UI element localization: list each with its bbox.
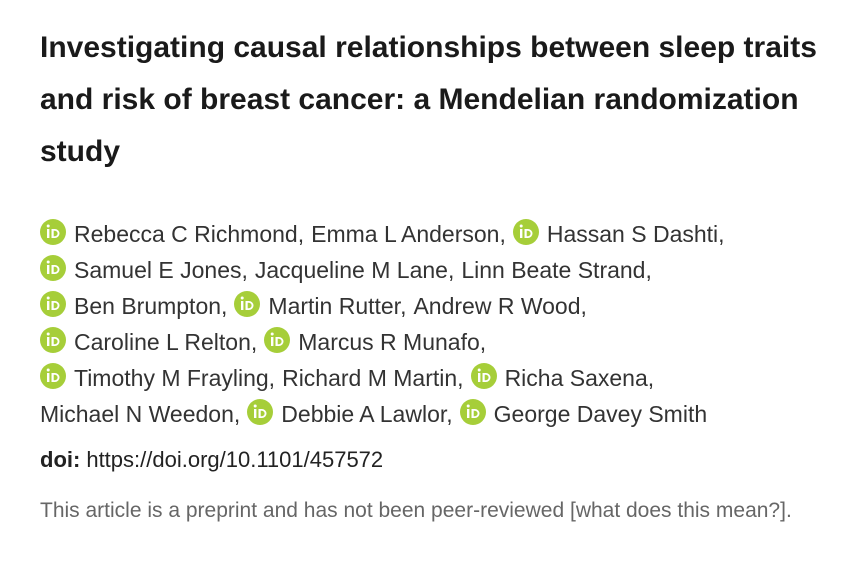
author-name[interactable]: Rebecca C Richmond, bbox=[74, 221, 305, 247]
preprint-notice: This article is a preprint and has not b… bbox=[40, 493, 832, 528]
author-name[interactable]: Richard M Martin, bbox=[282, 365, 464, 391]
orcid-icon[interactable] bbox=[264, 327, 291, 353]
bracket: [ bbox=[569, 499, 576, 522]
orcid-icon[interactable] bbox=[40, 291, 66, 317]
author-line: Rebecca C Richmond, Emma L Anderson, Hassa… bbox=[40, 216, 840, 252]
orcid-icon[interactable] bbox=[40, 219, 66, 245]
orcid-icon[interactable] bbox=[40, 363, 66, 389]
author-list: Rebecca C Richmond, Emma L Anderson, Hassa… bbox=[40, 216, 840, 432]
author-name[interactable]: Martin Rutter, bbox=[268, 293, 407, 319]
author-name[interactable]: George Davey Smith bbox=[493, 401, 708, 427]
author-name[interactable]: Samuel E Jones, bbox=[74, 257, 248, 283]
article-title: Investigating causal relationships betwe… bbox=[40, 31, 817, 168]
orcid-icon[interactable] bbox=[234, 291, 261, 317]
author-name[interactable]: Linn Beate Strand, bbox=[461, 257, 652, 283]
author-name[interactable]: Jacqueline M Lane, bbox=[254, 257, 455, 283]
author-name[interactable]: Emma L Anderson, bbox=[311, 221, 506, 247]
author-name[interactable]: Michael N Weedon, bbox=[40, 401, 241, 427]
author-name[interactable]: Debbie A Lawlor, bbox=[281, 401, 453, 427]
orcid-icon[interactable] bbox=[247, 399, 274, 425]
orcid-icon[interactable] bbox=[40, 327, 66, 353]
author-name[interactable]: Richa Saxena, bbox=[504, 365, 655, 391]
author-line: Samuel E Jones, Jacqueline M Lane, Linn Be… bbox=[40, 252, 840, 288]
orcid-icon[interactable] bbox=[40, 255, 66, 281]
bracket: ]. bbox=[780, 499, 792, 522]
doi-label: doi: bbox=[40, 447, 81, 472]
author-name[interactable]: Hassan S Dashti, bbox=[546, 221, 725, 247]
author-name[interactable]: Andrew R Wood, bbox=[413, 293, 587, 319]
author-line: Ben Brumpton, Martin Rutter, Andrew R Wood… bbox=[40, 288, 840, 324]
orcid-icon[interactable] bbox=[470, 363, 497, 389]
author-name[interactable]: Ben Brumpton, bbox=[74, 293, 228, 319]
orcid-icon[interactable] bbox=[459, 399, 486, 425]
author-line: Michael N Weedon, Debbie A Lawlor, George … bbox=[40, 396, 840, 432]
author-name[interactable]: Caroline L Relton, bbox=[74, 329, 258, 355]
doi-line: doi: https://doi.org/10.1101/457572 bbox=[40, 447, 383, 473]
orcid-icon[interactable] bbox=[512, 219, 539, 245]
notice-link[interactable]: what does this mean? bbox=[575, 499, 781, 522]
author-name[interactable]: Marcus R Munafo, bbox=[298, 329, 487, 355]
author-line: Caroline L Relton, Marcus R Munafo, bbox=[40, 324, 840, 360]
author-line: Timothy M Frayling, Richard M Martin, Rich… bbox=[40, 360, 840, 396]
author-name[interactable]: Timothy M Frayling, bbox=[74, 365, 276, 391]
notice-text: This article is a preprint and has not b… bbox=[40, 499, 565, 522]
doi-link[interactable]: https://doi.org/10.1101/457572 bbox=[86, 447, 384, 472]
